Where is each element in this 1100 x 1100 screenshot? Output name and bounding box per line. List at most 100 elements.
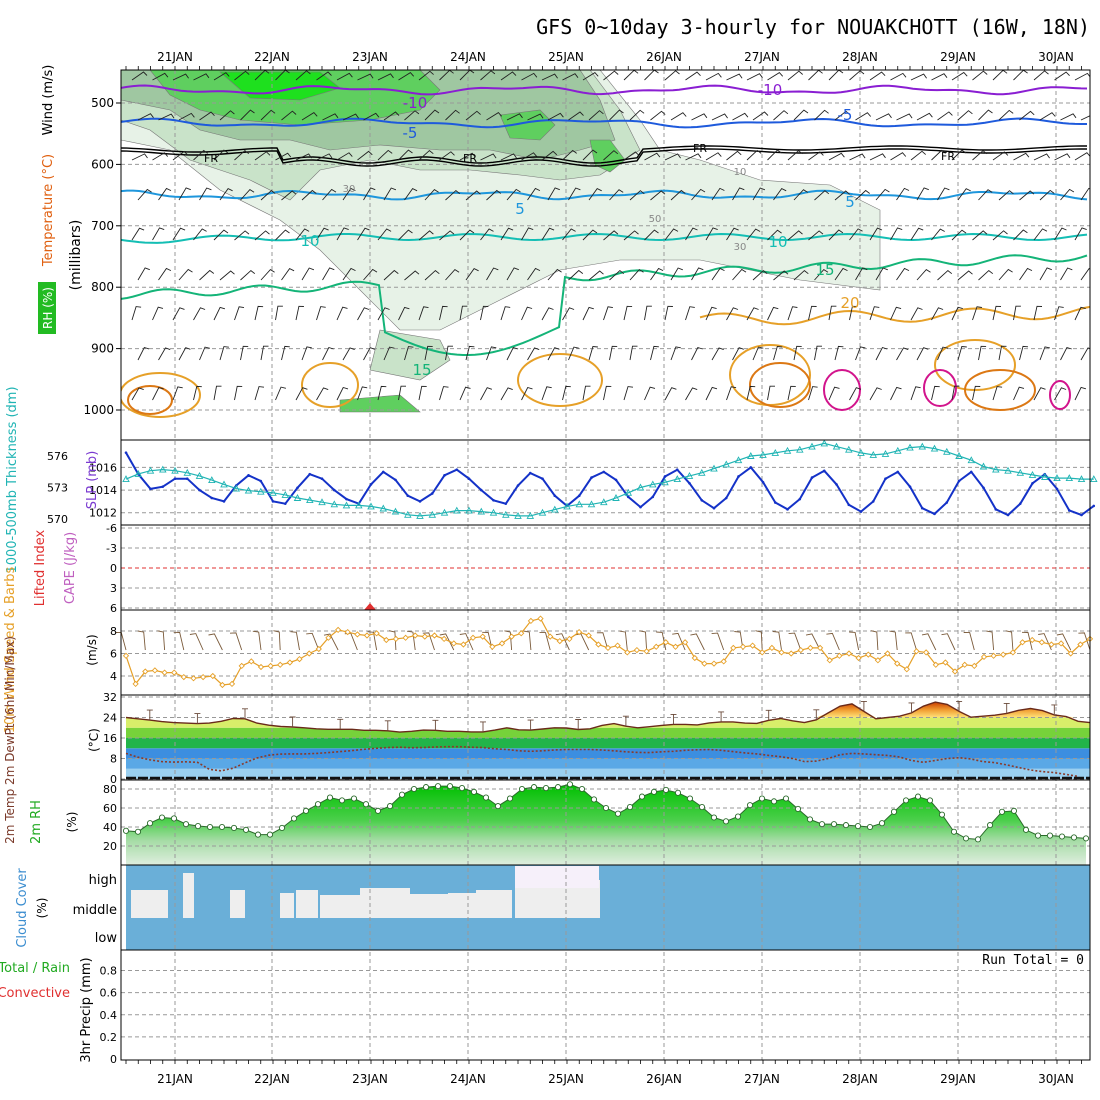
isotherm-20-cell bbox=[517, 353, 603, 407]
precip-tick-label: 0.4 bbox=[100, 1009, 118, 1022]
isotherm-label: -10 bbox=[403, 94, 428, 112]
upper-wind-barb bbox=[849, 387, 862, 401]
isotherm-20-cell bbox=[729, 344, 811, 406]
upper-wind-barb bbox=[869, 306, 880, 321]
rh2m-point bbox=[554, 784, 562, 791]
isotherm-label: 10 bbox=[734, 167, 747, 178]
rh2m-point bbox=[890, 808, 898, 815]
thickness-point bbox=[1053, 474, 1061, 482]
surface-wind-barb bbox=[459, 633, 474, 651]
upper-wind-barb bbox=[623, 151, 640, 161]
upper-wind-barb bbox=[787, 70, 803, 81]
upper-wind-barb bbox=[213, 229, 229, 241]
rh2m-point bbox=[518, 785, 526, 793]
surface-wind-barb bbox=[690, 633, 705, 651]
upper-wind-barb bbox=[562, 307, 575, 321]
slp-point bbox=[1018, 502, 1022, 505]
upper-wind-barb bbox=[541, 307, 554, 321]
upper-wind-barb bbox=[260, 190, 276, 201]
upper-wind-barb bbox=[849, 305, 858, 321]
upper-wind-barb bbox=[957, 270, 973, 281]
surface-wind-barb bbox=[1078, 632, 1091, 651]
cloud-cover-block bbox=[582, 890, 598, 918]
upper-wind-barb bbox=[377, 73, 394, 81]
upper-wind-barb bbox=[547, 268, 562, 281]
cloud-cover-block bbox=[280, 893, 294, 918]
surface-wind-barb bbox=[422, 632, 435, 651]
thickness-point bbox=[906, 443, 914, 451]
slp-point bbox=[1031, 481, 1034, 485]
thickness-point bbox=[943, 447, 951, 455]
upper-wind-barb bbox=[357, 386, 368, 401]
temp-tick-label: 0 bbox=[110, 773, 117, 786]
rh2m-point bbox=[734, 813, 742, 820]
upper-wind-barb bbox=[787, 150, 803, 161]
rh2m-point bbox=[602, 804, 610, 812]
upper-wind-barb bbox=[322, 188, 337, 201]
upper-wind-barb bbox=[767, 229, 782, 241]
slp-point bbox=[320, 477, 324, 481]
slp-point bbox=[577, 494, 581, 498]
upper-wind-barb bbox=[568, 187, 581, 201]
wind-speed-point bbox=[199, 673, 207, 681]
thickness-point bbox=[514, 511, 522, 519]
upper-wind-barb bbox=[131, 153, 148, 161]
upper-wind-barb bbox=[363, 347, 376, 361]
upper-wind-barb bbox=[931, 149, 946, 161]
slp-point bbox=[933, 512, 936, 516]
upper-wind-barb bbox=[131, 306, 142, 321]
top-date-label: 22JAN bbox=[254, 50, 290, 64]
surface-wind-barb bbox=[672, 632, 686, 651]
upper-wind-barb bbox=[316, 387, 329, 401]
rh2m-point bbox=[446, 783, 454, 790]
upper-wind-barb bbox=[562, 228, 576, 241]
wind-speed-point bbox=[913, 648, 920, 655]
upper-wind-barb bbox=[1080, 347, 1090, 361]
upper-wind-barb bbox=[767, 385, 775, 401]
upper-wind-barb bbox=[562, 73, 579, 81]
wind-speed-point bbox=[614, 642, 621, 649]
upper-wind-barb bbox=[746, 149, 762, 161]
pressure-tick-label: 800 bbox=[91, 280, 114, 294]
wind-speed-point bbox=[402, 634, 409, 641]
upper-wind-barb bbox=[705, 72, 722, 81]
upper-wind-barb bbox=[383, 346, 395, 361]
slp-point bbox=[871, 500, 875, 503]
wind-speed-point bbox=[209, 672, 216, 680]
wind-speed-point bbox=[469, 634, 477, 641]
upper-wind-barb bbox=[213, 306, 226, 321]
slp-point bbox=[835, 483, 838, 486]
bottom-date-label: 29JAN bbox=[940, 1072, 976, 1086]
upper-wind-barb bbox=[295, 153, 312, 161]
upper-wind-barb bbox=[670, 346, 681, 361]
upper-wind-barb bbox=[869, 153, 886, 161]
upper-wind-barb bbox=[588, 188, 602, 201]
upper-wind-barb bbox=[465, 345, 475, 361]
wind-speed-point bbox=[325, 634, 332, 641]
cloud-cover-block bbox=[320, 895, 370, 918]
upper-wind-barb bbox=[828, 70, 844, 81]
thickness-point bbox=[159, 465, 167, 473]
upper-wind-barb bbox=[172, 386, 183, 401]
rh-tick-label: 60 bbox=[103, 802, 117, 815]
thickness-point bbox=[281, 490, 290, 498]
slp-point bbox=[381, 470, 385, 474]
upper-wind-barb bbox=[1019, 190, 1035, 201]
thickness-point bbox=[955, 452, 963, 459]
wind-speed-point bbox=[431, 632, 438, 639]
slp-point bbox=[798, 497, 802, 501]
upper-wind-barb bbox=[219, 346, 229, 361]
rh2m-point bbox=[470, 788, 478, 795]
upper-wind-barb bbox=[500, 306, 511, 321]
upper-wind-barb bbox=[316, 71, 332, 81]
slp-point bbox=[749, 466, 753, 469]
wind-speed-point bbox=[807, 644, 814, 652]
isotherm-20-cell bbox=[934, 339, 1016, 391]
upper-wind-barb bbox=[752, 187, 766, 201]
rh2m-point bbox=[686, 795, 694, 802]
upper-wind-barb bbox=[178, 347, 191, 361]
wind-speed-point bbox=[527, 617, 535, 625]
upper-wind-barb bbox=[808, 230, 824, 241]
thickness-point bbox=[771, 448, 780, 456]
